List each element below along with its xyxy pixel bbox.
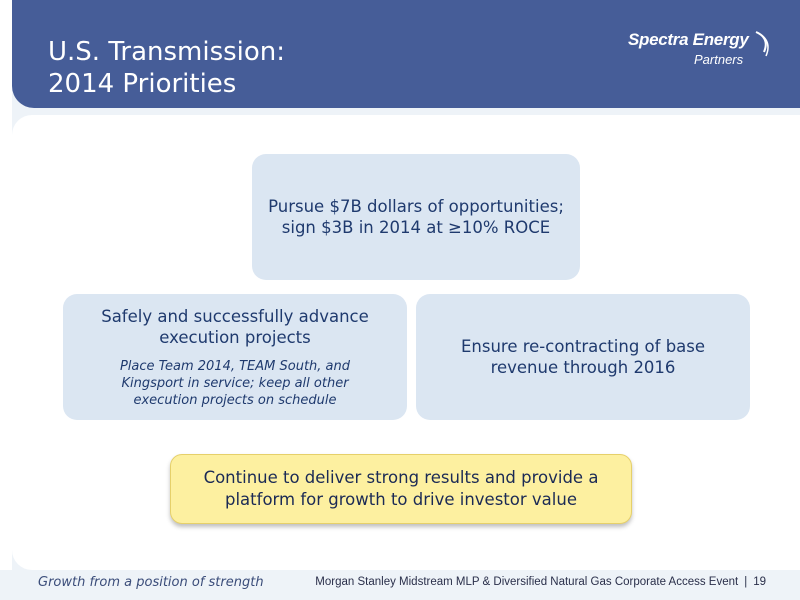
event-name: Morgan Stanley Midstream MLP & Diversifi…	[315, 576, 739, 588]
title-line-2: 2014 Priorities	[48, 69, 237, 99]
priority-box-results: Continue to deliver strong results and p…	[170, 454, 632, 524]
footer-separator: |	[744, 576, 748, 588]
logo-sub-text: Partners	[694, 52, 744, 67]
footer-tagline: Growth from a position of strength	[38, 575, 264, 590]
priority-subtext-execution: Place Team 2014, TEAM South, and Kingspo…	[119, 358, 351, 408]
footer-bar	[0, 570, 800, 600]
priority-text-execution: Safely and successfully advance executio…	[101, 306, 369, 347]
page-title: U.S. Transmission: 2014 Priorities	[48, 36, 285, 100]
priority-box-opportunities: Pursue $7B dollars of opportunities; sig…	[252, 154, 580, 280]
left-margin	[0, 0, 12, 600]
priority-box-recontracting: Ensure re-contracting of base revenue th…	[416, 294, 750, 420]
logo-main-text: Spectra Energy	[628, 30, 749, 49]
title-line-1: U.S. Transmission:	[48, 37, 286, 67]
priority-box-execution: Safely and successfully advance executio…	[63, 294, 407, 420]
header-band	[12, 0, 800, 108]
priority-text-recontracting: Ensure re-contracting of base revenue th…	[460, 337, 706, 377]
footer-event: Morgan Stanley Midstream MLP & Diversifi…	[315, 576, 766, 588]
page-number: 19	[753, 576, 766, 588]
logo-swoosh-icon	[755, 31, 769, 57]
priority-text-opportunities: Pursue $7B dollars of opportunities; sig…	[268, 197, 564, 237]
company-logo: Spectra Energy Partners	[628, 30, 778, 76]
priority-text-results: Continue to deliver strong results and p…	[203, 468, 599, 509]
